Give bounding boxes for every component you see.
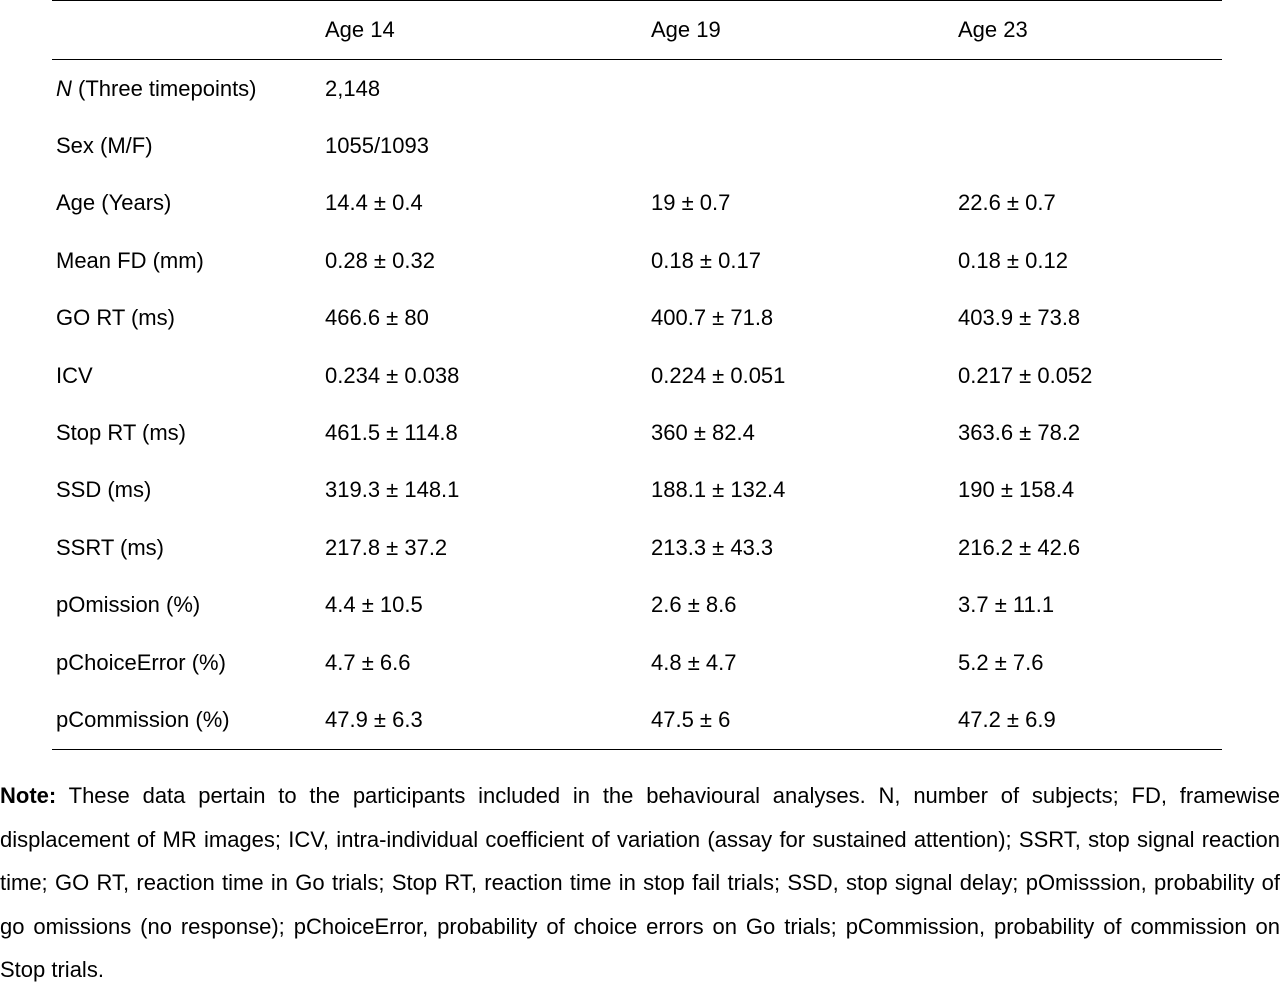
data-table: Age 14 Age 19 Age 23 N (Three timepoints…: [52, 0, 1222, 750]
table-cell: 403.9 ± 73.8: [958, 305, 1081, 331]
column-header: Age 19: [651, 17, 721, 42]
note-text: These data pertain to the participants i…: [0, 783, 1280, 982]
table-note: Note: These data pertain to the particip…: [0, 774, 1280, 992]
table-cell: 4.4 ± 10.5: [325, 592, 423, 618]
table-row: Age (Years) 14.4 ± 0.4 19 ± 0.7 22.6 ± 0…: [52, 175, 1222, 232]
table-cell: 216.2 ± 42.6: [958, 534, 1081, 560]
table-cell: 0.18 ± 0.12: [958, 247, 1068, 273]
table-container: Age 14 Age 19 Age 23 N (Three timepoints…: [52, 0, 1222, 750]
table-row: SSD (ms) 319.3 ± 148.1 188.1 ± 132.4 190…: [52, 462, 1222, 519]
row-label: ICV: [56, 362, 93, 388]
table-cell: 0.18 ± 0.17: [651, 247, 761, 273]
table-row: SSRT (ms) 217.8 ± 37.2 213.3 ± 43.3 216.…: [52, 519, 1222, 576]
table-cell: [956, 60, 1222, 118]
table-cell: 0.234 ± 0.038: [325, 362, 460, 388]
column-header: Age 14: [325, 17, 395, 42]
row-label: pOmission (%): [56, 592, 201, 618]
note-label: Note:: [0, 783, 57, 808]
table-cell: 0.217 ± 0.052: [958, 362, 1093, 388]
table-cell: [649, 60, 956, 118]
table-cell: 188.1 ± 132.4: [651, 477, 786, 503]
table-row: pCommission (%) 47.9 ± 6.3 47.5 ± 6 47.2…: [52, 691, 1222, 750]
table-cell: 47.2 ± 6.9: [958, 706, 1056, 732]
table-row: pOmission (%) 4.4 ± 10.5 2.6 ± 8.6 3.7 ±…: [52, 577, 1222, 634]
table-row: GO RT (ms) 466.6 ± 80 400.7 ± 71.8 403.9…: [52, 290, 1222, 347]
table-cell: 0.28 ± 0.32: [325, 247, 435, 273]
table-cell: 466.6 ± 80: [325, 305, 429, 331]
table-cell: 319.3 ± 148.1: [325, 477, 460, 503]
row-label: pChoiceError (%): [56, 649, 226, 675]
row-label-italic: N: [56, 75, 72, 101]
table-row: Mean FD (mm) 0.28 ± 0.32 0.18 ± 0.17 0.1…: [52, 232, 1222, 289]
table-cell: 461.5 ± 114.8: [325, 420, 458, 446]
table-row: Sex (M/F) 1055/1093: [52, 117, 1222, 174]
table-cell: 14.4 ± 0.4: [325, 190, 423, 216]
table-row: pChoiceError (%) 4.7 ± 6.6 4.8 ± 4.7 5.2…: [52, 634, 1222, 691]
table-cell: 0.224 ± 0.051: [651, 362, 786, 388]
table-cell: 363.6 ± 78.2: [958, 420, 1081, 446]
row-label: SSD (ms): [56, 477, 152, 503]
table-row: ICV 0.234 ± 0.038 0.224 ± 0.051 0.217 ± …: [52, 347, 1222, 404]
table-header: Age 14 Age 19 Age 23: [52, 0, 1222, 60]
table-body: N (Three timepoints) 2,148 Sex (M/F) 105…: [52, 60, 1222, 750]
table-cell: 3.7 ± 11.1: [958, 592, 1055, 618]
table-cell: 4.8 ± 4.7: [651, 649, 737, 675]
row-label-text: (Three timepoints): [71, 75, 257, 101]
row-label: Stop RT (ms): [56, 420, 186, 446]
row-label: Mean FD (mm): [56, 247, 204, 273]
row-label: Age (Years): [56, 190, 172, 216]
table-cell: 190 ± 158.4: [958, 477, 1075, 503]
table-cell: [956, 117, 1222, 174]
table-cell: 360 ± 82.4: [651, 420, 755, 446]
table-cell: [649, 117, 956, 174]
table-row: Stop RT (ms) 461.5 ± 114.8 360 ± 82.4 36…: [52, 404, 1222, 461]
table-cell: 2.6 ± 8.6: [651, 592, 737, 618]
row-label: Sex (M/F): [56, 133, 153, 159]
table-cell: 1055/1093: [325, 133, 429, 159]
table-cell: 2,148: [325, 75, 381, 101]
table-cell: 400.7 ± 71.8: [651, 305, 774, 331]
row-label: pCommission (%): [56, 706, 230, 732]
table-cell: 213.3 ± 43.3: [651, 534, 774, 560]
table-cell: 47.9 ± 6.3: [325, 706, 423, 732]
table-cell: 5.2 ± 7.6: [958, 649, 1044, 675]
table-cell: 4.7 ± 6.6: [325, 649, 411, 675]
table-cell: 22.6 ± 0.7: [958, 190, 1056, 216]
table-cell: 47.5 ± 6: [651, 706, 731, 732]
row-label: N (Three timepoints): [52, 60, 323, 118]
table-cell: 217.8 ± 37.2: [325, 534, 448, 560]
table-row: N (Three timepoints) 2,148: [52, 60, 1222, 118]
column-header: Age 23: [958, 17, 1028, 42]
column-header: [52, 1, 323, 60]
table-cell: 19 ± 0.7: [651, 190, 731, 216]
row-label: SSRT (ms): [56, 534, 164, 560]
row-label: GO RT (ms): [56, 305, 175, 331]
header-row: Age 14 Age 19 Age 23: [52, 0, 1222, 60]
